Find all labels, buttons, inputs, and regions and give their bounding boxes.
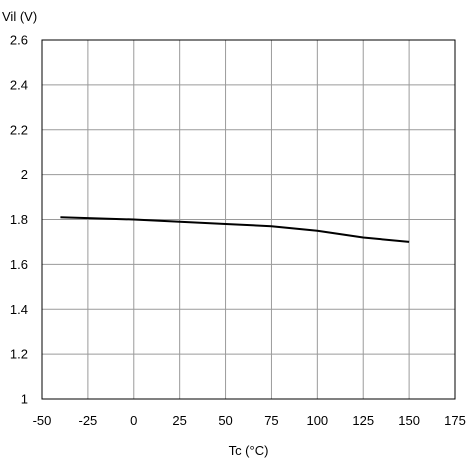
x-tick-label: 125 (352, 413, 374, 428)
plot-frame (41, 39, 456, 400)
y-tick-label: 2.4 (10, 77, 28, 92)
series-line (60, 216, 410, 243)
x-tick-label: 100 (306, 413, 328, 428)
y-tick-label: 2.2 (10, 122, 28, 137)
x-tick-label: 25 (172, 413, 186, 428)
series (60, 216, 410, 243)
x-tick-label: 0 (130, 413, 137, 428)
y-tick-label: 2.6 (10, 33, 28, 48)
x-tick-label: 50 (218, 413, 232, 428)
y-axis-title: Vil (V) (2, 9, 37, 24)
tick-labels: -50 -25 0 25 50 75 100 125 150 175 1 1.2 1.4 1.6 1.8 2 2… (10, 33, 466, 429)
x-tick-label: 150 (398, 413, 420, 428)
x-tick-label: 75 (264, 413, 278, 428)
x-tick-label: 175 (444, 413, 466, 428)
y-tick-label: 1.8 (10, 212, 28, 227)
y-tick-label: 1.2 (10, 347, 28, 362)
y-tick-label: 1.4 (10, 302, 28, 317)
x-tick-label: -50 (33, 413, 52, 428)
x-axis-title: Tc (°C) (229, 443, 269, 458)
y-tick-label: 2 (21, 167, 28, 182)
x-tick-label: -25 (78, 413, 97, 428)
y-tick-label: 1.6 (10, 257, 28, 272)
y-tick-label: 1 (21, 392, 28, 407)
